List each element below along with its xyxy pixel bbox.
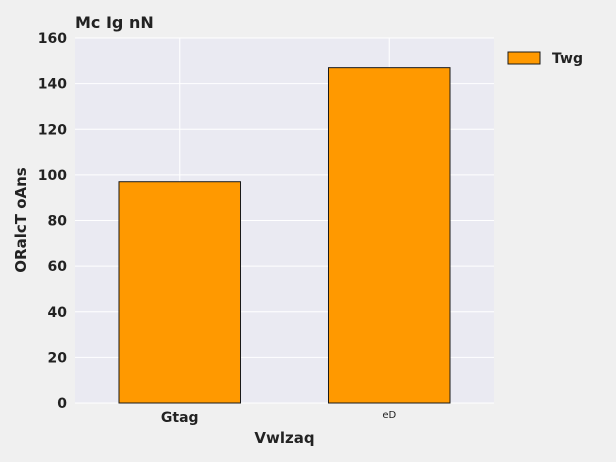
legend: Twg xyxy=(508,51,583,67)
x-tick-labels: Gtag eD xyxy=(161,410,397,426)
y-axis-label: ORalcT oAns xyxy=(12,167,30,273)
legend-label: Twg xyxy=(552,51,583,67)
y-tick-label-1: 20 xyxy=(48,350,68,366)
bar-eD xyxy=(328,68,450,403)
y-tick-label-0: 0 xyxy=(57,396,67,412)
y-tick-label-6: 120 xyxy=(38,122,67,138)
y-tick-label-8: 160 xyxy=(38,31,67,47)
x-tick-label-0: Gtag xyxy=(161,410,199,426)
chart-title: Mc Ig nN xyxy=(75,13,154,32)
x-tick-label-1: eD xyxy=(382,410,396,421)
legend-swatch xyxy=(508,52,540,64)
x-axis-label: Vwlzaq xyxy=(254,429,314,447)
y-tick-labels: 0 20 40 60 80 100 120 140 160 xyxy=(38,31,67,412)
y-tick-label-4: 80 xyxy=(48,214,68,230)
y-tick-label-2: 40 xyxy=(48,305,68,321)
bar-Gtag xyxy=(119,182,241,403)
y-tick-label-7: 140 xyxy=(38,77,67,93)
y-tick-label-3: 60 xyxy=(48,259,68,275)
y-tick-label-5: 100 xyxy=(38,168,67,184)
